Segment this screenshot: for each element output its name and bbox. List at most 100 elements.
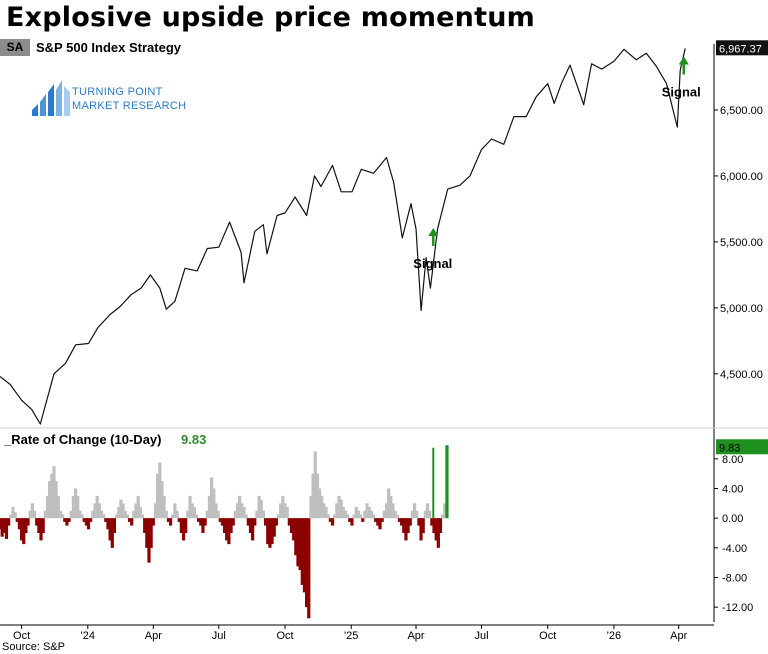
roc-bar	[281, 495, 285, 519]
roc-bar	[153, 503, 158, 519]
logo-text-line1: TURNING POINT	[72, 86, 163, 98]
roc-bar	[130, 518, 134, 526]
roc-bar	[76, 495, 80, 519]
roc-bar	[380, 518, 384, 522]
roc-bar	[13, 512, 17, 519]
roc-bar	[65, 518, 69, 526]
roc-bar	[443, 503, 447, 519]
roc-bar	[238, 495, 242, 519]
chart-title: Explosive upside price momentum	[6, 2, 535, 33]
roc-bar	[352, 514, 356, 519]
roc-bar	[400, 518, 404, 526]
roc-bar	[164, 510, 168, 519]
roc-bar	[168, 518, 173, 526]
roc-bar	[251, 518, 255, 541]
roc-bar	[95, 495, 99, 519]
roc-bar	[445, 445, 449, 519]
roc-bar	[229, 518, 233, 533]
roc-bar	[222, 518, 227, 533]
signal-arrow-head	[678, 56, 689, 65]
roc-bar	[162, 495, 166, 519]
roc-bar	[192, 507, 196, 519]
roc-bar	[393, 510, 397, 519]
roc-bar	[397, 518, 402, 522]
roc-bar	[199, 518, 203, 526]
roc-bar	[80, 514, 84, 519]
roc-bar	[140, 514, 145, 519]
roc-bar	[343, 510, 348, 519]
roc-current-value: 9.83	[181, 432, 207, 447]
roc-bar	[346, 514, 350, 519]
roc-bar	[430, 518, 434, 526]
roc-bar	[121, 503, 125, 519]
series-name: S&P 500 Index Strategy	[36, 40, 181, 55]
roc-bar	[2, 518, 6, 533]
roc-bar	[48, 481, 52, 519]
roc-bar	[378, 518, 382, 530]
turning-point-logo-icon	[32, 80, 70, 116]
roc-bar	[61, 514, 65, 519]
roc-bar	[39, 518, 43, 541]
x-tick-label: Jul	[474, 630, 488, 642]
roc-bar	[369, 510, 373, 519]
roc-bar	[391, 503, 395, 519]
roc-y-tick-label: -4.00	[722, 543, 747, 555]
price-last-value-box	[716, 40, 768, 56]
roc-bar	[216, 510, 220, 519]
x-tick-label: Oct	[276, 630, 293, 642]
roc-bar	[63, 518, 67, 522]
roc-bar	[136, 495, 140, 519]
roc-bar	[376, 518, 380, 526]
roc-bar	[242, 507, 246, 519]
roc-bar	[188, 495, 192, 519]
roc-bar	[28, 510, 32, 519]
roc-bar	[313, 451, 317, 519]
roc-bar	[201, 518, 205, 533]
roc-bar	[138, 507, 142, 519]
price-y-tick-label: 6,500.00	[720, 105, 763, 117]
roc-bar	[268, 518, 272, 548]
x-tick-label: '25	[344, 630, 358, 642]
roc-bar	[333, 514, 337, 519]
roc-bar	[9, 514, 13, 519]
roc-bar	[218, 518, 222, 522]
price-last-value-label: 6,967.37	[719, 43, 762, 55]
roc-bar	[212, 488, 216, 519]
roc-bar	[441, 514, 445, 519]
roc-bar	[417, 518, 421, 526]
roc-bar	[298, 518, 302, 571]
roc-bar	[317, 488, 322, 519]
roc-bar	[0, 518, 4, 537]
roc-bar	[151, 518, 155, 526]
roc-bar	[11, 507, 15, 519]
roc-bar	[205, 510, 209, 519]
x-tick-label: Apr	[670, 630, 687, 642]
roc-bar	[423, 510, 427, 519]
roc-bar	[99, 510, 104, 519]
roc-bar	[184, 518, 188, 533]
roc-bar	[117, 507, 121, 519]
roc-bar	[45, 495, 50, 519]
roc-bar	[389, 495, 393, 519]
roc-bar	[69, 510, 73, 519]
roc-bar	[283, 503, 287, 519]
roc-bar	[348, 518, 352, 522]
roc-bar	[354, 507, 358, 519]
roc-bar	[404, 518, 408, 541]
roc-bar	[272, 518, 276, 537]
roc-bar	[203, 518, 207, 526]
roc-bar	[143, 518, 147, 533]
roc-bar	[324, 507, 328, 519]
x-tick-label: Oct	[539, 630, 556, 642]
roc-bar	[257, 495, 261, 519]
roc-bar	[160, 481, 164, 519]
roc-bar	[287, 518, 291, 526]
x-tick-label: Apr	[407, 630, 424, 642]
roc-bar	[270, 518, 274, 545]
roc-bar	[408, 518, 412, 526]
roc-bar	[78, 510, 82, 519]
signal-label: Signal	[662, 84, 701, 99]
roc-last-value-label: 9.83	[719, 442, 740, 454]
x-tick-label: '26	[607, 630, 621, 642]
roc-bar	[387, 488, 391, 519]
